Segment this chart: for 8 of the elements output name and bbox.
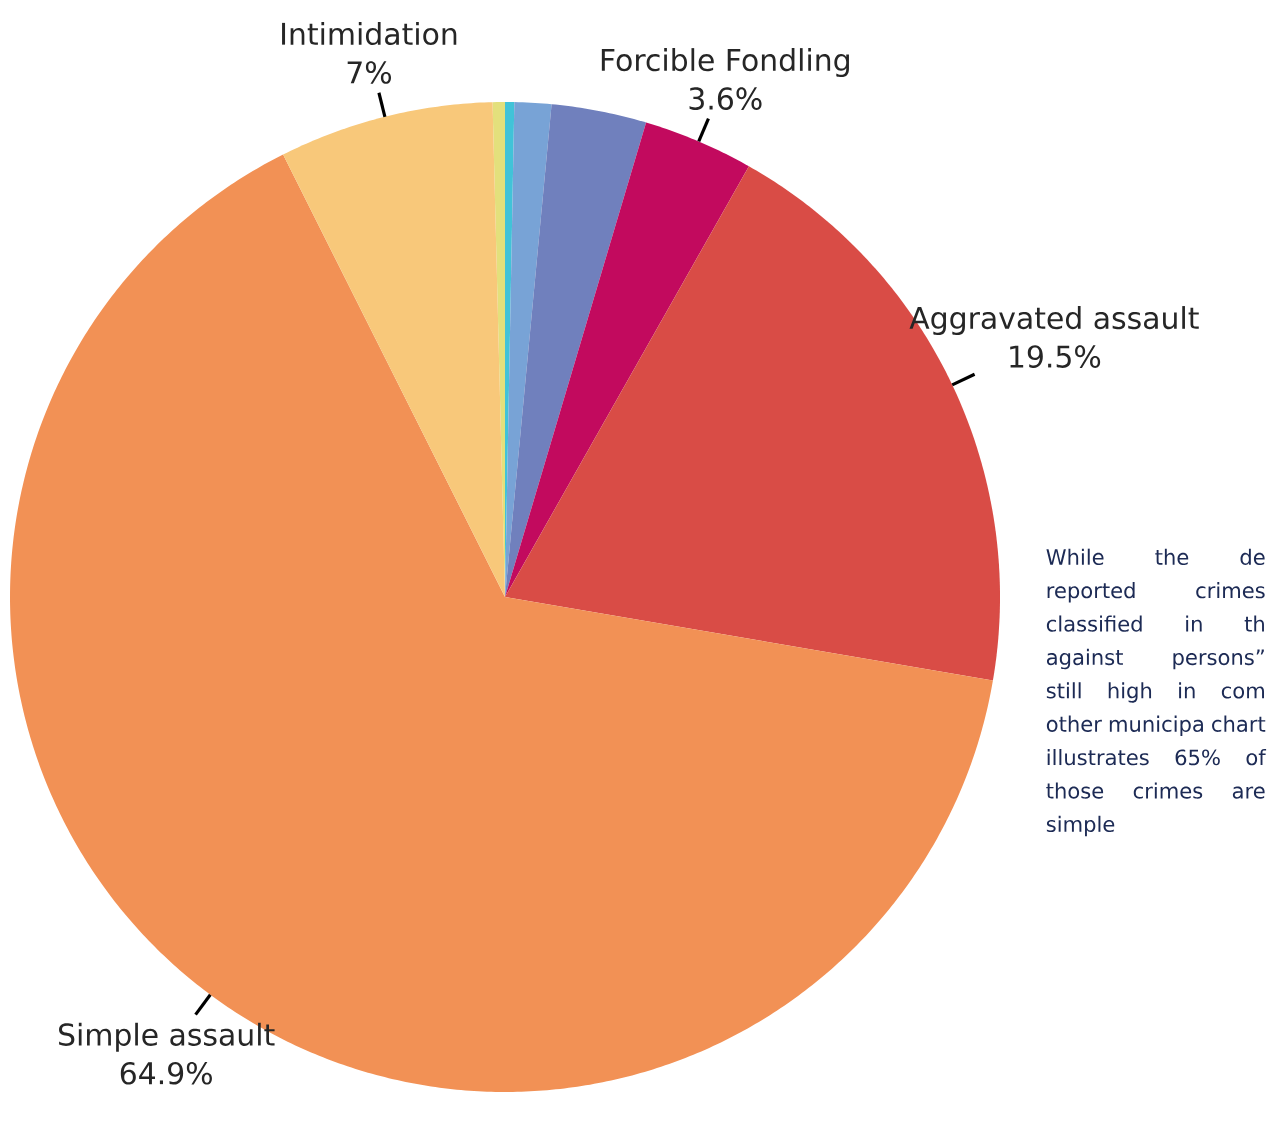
data-label: 3.6%	[689, 87, 762, 110]
slice-label: Intimidation	[282, 21, 457, 46]
data-label: 64.9%	[120, 1061, 212, 1085]
data-label: 7%	[347, 61, 391, 84]
text: While the de reported crimes classified in th against persons” still high in com other municipa chart illustrates 65% of those crimes are simple	[1046, 548, 1267, 837]
slice-label: Forcible Fondling	[601, 48, 849, 78]
data-label: 19.5%	[1010, 345, 1101, 368]
slice-label: Simple assault	[59, 1022, 275, 1052]
